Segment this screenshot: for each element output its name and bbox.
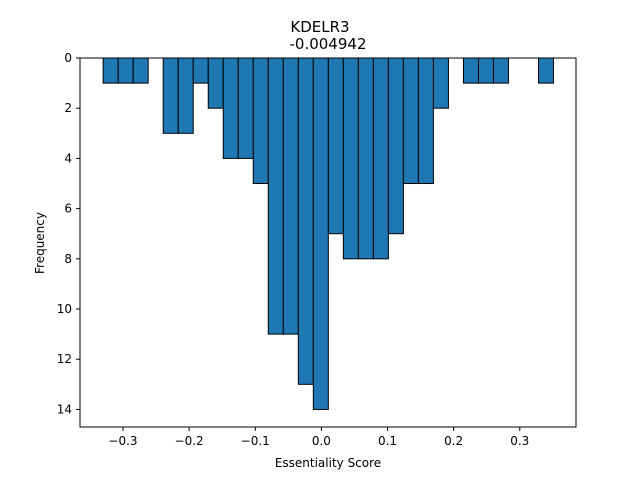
y-tick-label: 4 (64, 151, 72, 165)
histogram-bar (357, 57, 374, 260)
bars-group (102, 57, 555, 410)
x-axis: −0.3 −0.2 −0.1 0.0 0.1 0.2 0.3 (108, 427, 529, 448)
y-tick-label: 10 (57, 302, 72, 316)
y-tick-label: 2 (64, 101, 72, 115)
histogram-bar (162, 57, 179, 134)
histogram-bar (417, 57, 434, 185)
histogram-bar (327, 57, 344, 235)
y-tick-label: 6 (64, 202, 72, 216)
histogram-bar (117, 57, 134, 84)
x-tick-label: −0.2 (175, 434, 204, 448)
histogram-bar (297, 57, 314, 385)
y-tick-label: 8 (64, 252, 72, 266)
histogram-bar (252, 57, 269, 185)
histogram-bar (538, 57, 555, 84)
plot-frame (79, 57, 577, 428)
histogram-bar (222, 57, 239, 159)
histogram-bar (477, 57, 494, 84)
histogram-bar (432, 57, 449, 109)
x-tick-label: 0.0 (312, 434, 331, 448)
histogram-bar (132, 57, 149, 84)
histogram-bar (102, 57, 119, 84)
histogram-bar (372, 57, 389, 260)
histogram-bar (282, 57, 299, 335)
histogram-bar (492, 57, 509, 84)
y-tick-label: 0 (64, 51, 72, 65)
x-tick-label: 0.3 (510, 434, 529, 448)
y-tick-label: 14 (57, 402, 72, 416)
y-axis-label: Frequency (33, 212, 47, 274)
x-tick-label: 0.1 (378, 434, 397, 448)
histogram-bar (342, 57, 359, 260)
y-tick-label: 12 (57, 352, 72, 366)
x-tick-label: −0.1 (241, 434, 270, 448)
histogram-bar (387, 57, 404, 235)
x-tick-label: −0.3 (108, 434, 137, 448)
histogram-bar (177, 57, 194, 134)
histogram-bar (462, 57, 479, 84)
histogram-bar (237, 57, 254, 159)
histogram-bar (312, 57, 329, 410)
chart-title: KDELR3 (290, 18, 349, 36)
histogram-bar (192, 57, 209, 84)
chart-subtitle: -0.004942 (290, 35, 367, 53)
histogram-bar (267, 57, 284, 335)
x-axis-label: Essentiality Score (275, 456, 381, 470)
x-tick-label: 0.2 (444, 434, 463, 448)
histogram-bar (402, 57, 419, 185)
histogram-bar (207, 57, 224, 109)
y-axis: 0 2 4 6 8 10 12 14 (57, 51, 80, 416)
